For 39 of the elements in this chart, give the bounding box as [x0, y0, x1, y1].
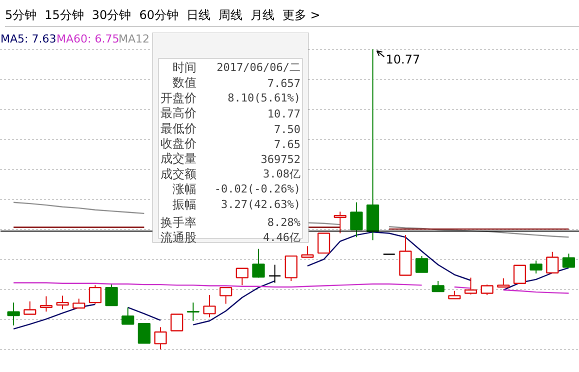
- annotation: 10.77: [267, 108, 301, 121]
- candlestick: [268, 264, 282, 284]
- text: 月线: [250, 8, 274, 22]
- annotation: 振幅: [172, 197, 196, 212]
- text: MA12: [118, 32, 150, 46]
- annotation: 3.08亿: [263, 167, 301, 180]
- annotation: 换手率: [160, 216, 196, 230]
- annotation: 流通股: [160, 230, 196, 245]
- text: 日线: [186, 8, 210, 22]
- annotation: 开盘价: [160, 90, 196, 105]
- annotation: 成交额: [160, 166, 196, 181]
- annotation: 时间: [172, 60, 196, 74]
- annotation: 7.657: [267, 77, 301, 90]
- text: MA5: 7.63: [0, 32, 56, 46]
- annotation: 8.10(5.61%): [228, 91, 301, 104]
- annotation: 收盘价: [160, 136, 196, 150]
- candlestick: [7, 302, 20, 326]
- text: 5分钟: [5, 8, 37, 22]
- annotation: 3.27(42.63%): [221, 198, 301, 211]
- annotation: 成交量: [160, 152, 196, 166]
- annotation: 7.50: [274, 122, 301, 136]
- annotation: 8.28%: [267, 216, 301, 229]
- text: 30分钟: [92, 8, 132, 22]
- annotation: 最低价: [160, 121, 196, 136]
- annotation: 4.46亿: [263, 231, 301, 244]
- annotation: 7.65: [274, 138, 301, 151]
- annotation: 2017/06/06/二: [216, 61, 301, 74]
- text: MA60: 6.75: [56, 32, 120, 46]
- annotation: 数值: [172, 76, 196, 90]
- text: 更多 >: [282, 8, 320, 22]
- text: 15分钟: [44, 8, 84, 22]
- annotation: 涨幅: [172, 182, 196, 196]
- candlestick: [186, 302, 200, 322]
- annotation: 10.77: [386, 52, 420, 66]
- annotation: 369752: [260, 153, 301, 166]
- text: 周线: [218, 8, 242, 22]
- text: 60分钟: [139, 8, 178, 22]
- annotation: 最高价: [160, 106, 196, 120]
- annotation: -0.02(-0.26%): [214, 182, 300, 196]
